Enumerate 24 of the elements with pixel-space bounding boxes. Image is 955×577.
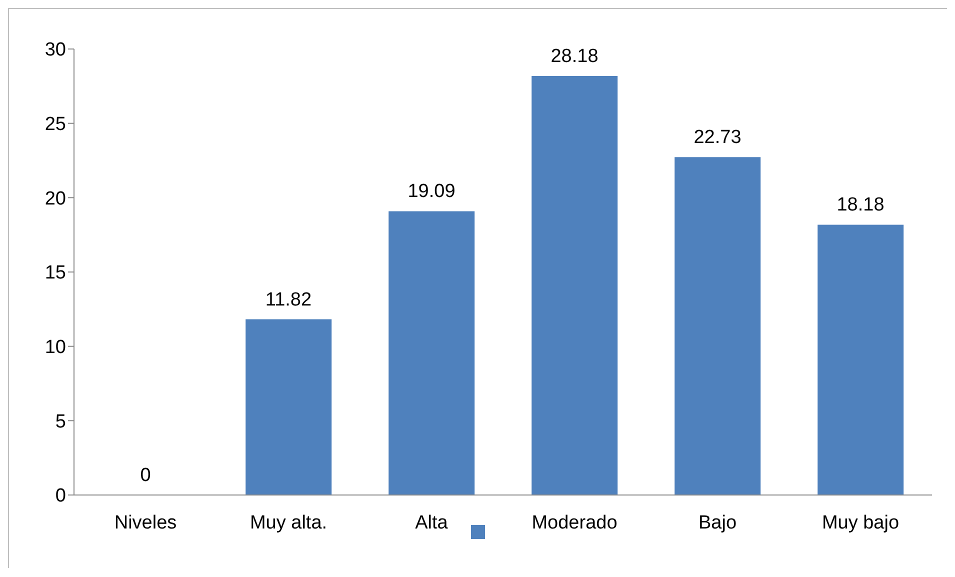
data-label: 18.18: [836, 194, 884, 216]
bar: [532, 76, 618, 495]
y-tick-label: 15: [44, 262, 66, 284]
data-label: 28.18: [550, 46, 598, 68]
bar: [674, 157, 761, 495]
y-tick-label: 30: [44, 40, 66, 61]
x-tick-label: Niveles: [114, 512, 177, 534]
y-tick-label: 10: [44, 337, 66, 358]
x-tick-label: Alta: [415, 512, 448, 534]
bar: [246, 319, 332, 495]
data-label: 19.09: [408, 181, 456, 202]
y-tick-label: 0: [55, 486, 66, 507]
data-label: 0: [140, 465, 151, 486]
y-tick-label: 5: [55, 411, 66, 432]
bar: [818, 224, 904, 495]
data-label: 22.73: [694, 127, 742, 148]
x-tick-label: Bajo: [698, 512, 737, 534]
y-tick-label: 25: [44, 114, 66, 136]
x-tick-label: Moderado: [532, 512, 618, 534]
y-tick-label: 20: [44, 188, 66, 210]
x-tick-label: Muy bajo: [822, 512, 900, 534]
x-tick-label: Muy alta.: [250, 512, 328, 534]
bar: [388, 211, 475, 495]
data-label: 11.82: [265, 289, 312, 310]
